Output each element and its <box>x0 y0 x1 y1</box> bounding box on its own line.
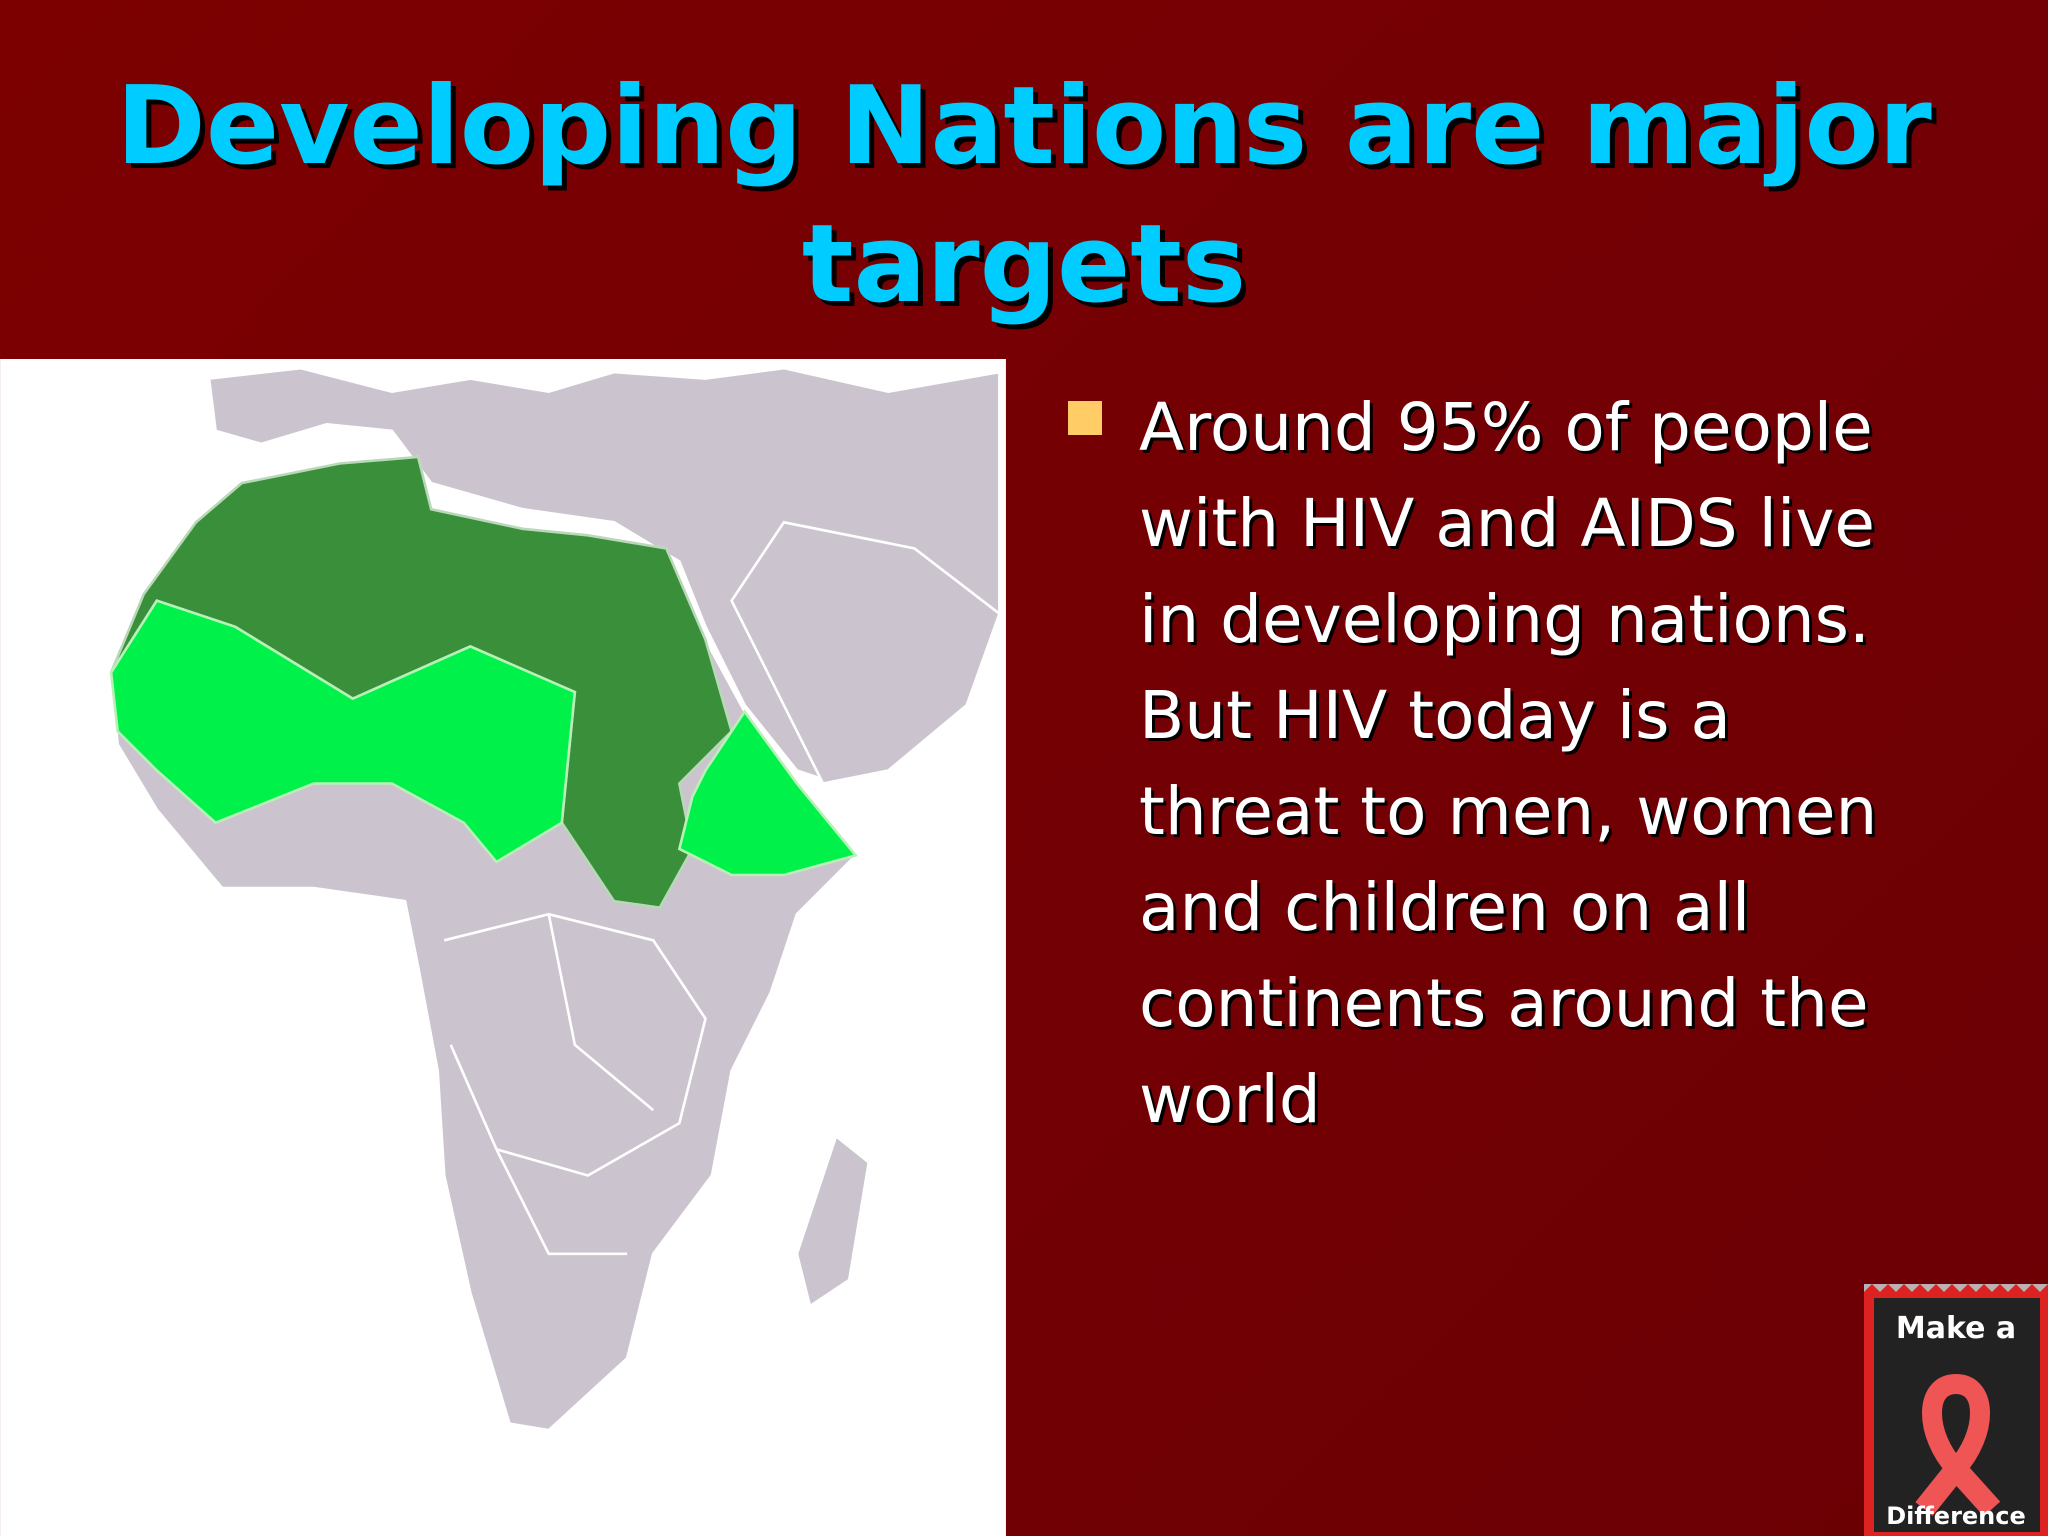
badge-line2: Difference <box>1886 1502 2026 1530</box>
badge-line1: Make a <box>1896 1311 2016 1346</box>
slide-title: Developing Nations are major targets <box>116 64 1932 327</box>
badge: Make a Difference <box>1864 1284 2048 1536</box>
bullet-text: Around 95% of people with HIV and AIDS l… <box>1139 389 1878 1138</box>
bullet-marker <box>1068 401 1102 435</box>
africa-map <box>0 359 1006 1536</box>
